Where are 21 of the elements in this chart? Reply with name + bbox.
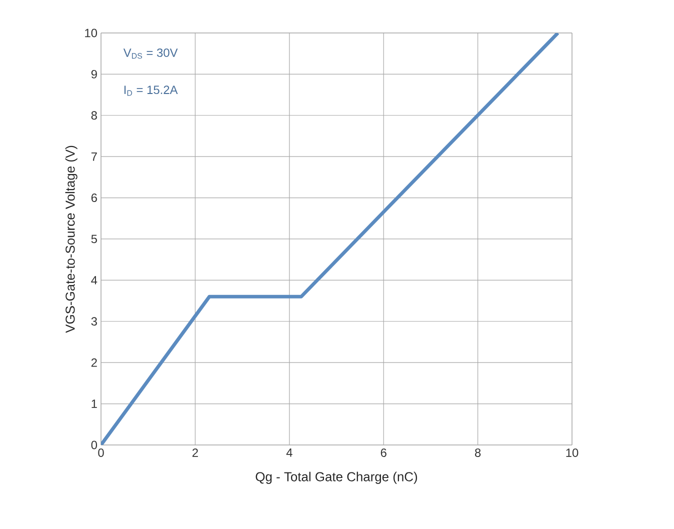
annotation: I$_{D}$ = 15.2A (124, 86, 178, 96)
x-tick-label: 8 (475, 448, 481, 457)
x-tick-label: 2 (192, 448, 198, 457)
y-tick-label: 5 (91, 234, 97, 244)
x-tick-label: 6 (380, 448, 386, 457)
y-tick-label: 6 (91, 194, 97, 202)
annotation: V$_{DS}$ = 30V (123, 48, 178, 59)
y-tick-label: 1 (92, 400, 97, 408)
y-tick-label: 9 (91, 70, 97, 78)
x-axis-title: Qg - Total Gate Charge (nC) (256, 472, 418, 484)
x-tick-label: 10 (566, 448, 578, 457)
y-tick-label: 10 (85, 28, 98, 38)
y-tick-label: 2 (91, 358, 97, 367)
y-tick-label: 3 (91, 317, 97, 326)
x-tick-label: 4 (286, 448, 292, 457)
y-tick-label: 4 (91, 276, 98, 284)
y-tick-label: 7 (91, 152, 97, 161)
y-tick-label: 8 (91, 111, 97, 120)
y-tick-label: 0 (91, 440, 98, 450)
y-axis-title: VGS-Gate-to-Source Voltage (V) (65, 146, 78, 333)
x-tick-label: 0 (98, 448, 104, 457)
